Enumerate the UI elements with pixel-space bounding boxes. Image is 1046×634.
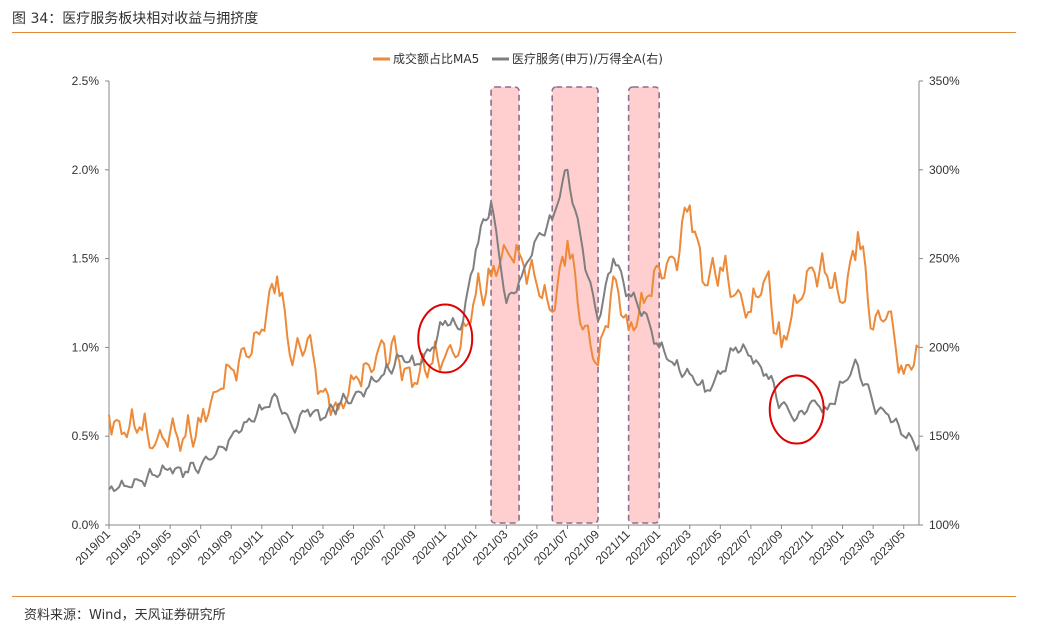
- bottom-divider: [12, 596, 1016, 597]
- annotation-circles: [417, 303, 825, 445]
- top-divider: [12, 32, 1016, 33]
- series-line-relative-return: [108, 168, 920, 493]
- y-left-tick-label: 2.5%: [72, 74, 100, 88]
- series-line-turnover-ratio: [108, 204, 920, 452]
- y-left-tick-label: 2.0%: [72, 163, 100, 177]
- y-right-tick-label: 250%: [929, 252, 960, 266]
- highlight-band-2: [551, 86, 599, 524]
- legend: 成交额占比MA5 医疗服务(申万)/万得全A(右): [373, 51, 663, 66]
- highlight-band-1: [490, 86, 520, 524]
- y-right-tick-label: 200%: [929, 340, 960, 354]
- y-left-tick-label: 0.5%: [72, 429, 100, 443]
- series-lines: [108, 168, 920, 493]
- y-left-tick-label: 1.5%: [72, 252, 100, 266]
- y-right-tick-label: 150%: [929, 429, 960, 443]
- y-left-tick-label: 1.0%: [72, 340, 100, 354]
- y-right-tick-label: 300%: [929, 163, 960, 177]
- annotation-circle-1: [417, 303, 474, 374]
- highlight-bands: [490, 86, 660, 524]
- figure-source: 资料来源：Wind，天风证券研究所: [24, 608, 226, 623]
- y-left-tick-label: 0.0%: [72, 518, 100, 532]
- y-right-tick-label: 100%: [929, 518, 960, 532]
- annotation-circle-2: [768, 374, 825, 445]
- y-right-tick-label: 350%: [929, 74, 960, 88]
- highlight-band-3: [627, 86, 660, 524]
- legend-label-relative-return: 医疗服务(申万)/万得全A(右): [512, 51, 663, 66]
- legend-label-turnover-ratio: 成交额占比MA5: [393, 51, 479, 66]
- x-tick-label: 2023/05: [867, 527, 908, 568]
- figure-title: 图 34：医疗服务板块相对收益与拥挤度: [12, 11, 259, 27]
